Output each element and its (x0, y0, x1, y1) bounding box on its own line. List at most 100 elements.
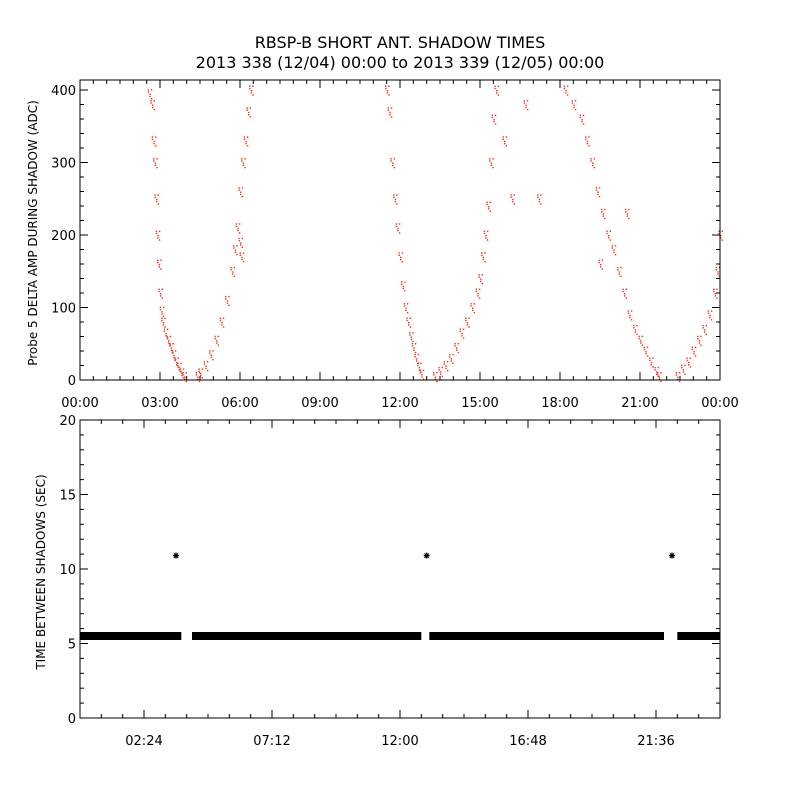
top-data-point (579, 116, 582, 119)
top-plot-frame (79, 79, 721, 381)
top-data-point (627, 310, 630, 312)
top-data-point (485, 235, 487, 237)
top-data-point (512, 200, 514, 203)
top-data-point (540, 194, 542, 196)
top-data-point (238, 237, 240, 240)
top-data-point (209, 352, 211, 354)
top-data-point (410, 338, 413, 341)
top-data-point (414, 343, 417, 345)
top-data-point (452, 353, 454, 356)
top-data-point (482, 256, 485, 259)
top-data-point (566, 94, 569, 96)
top-data-point (433, 372, 435, 374)
top-data-point (563, 87, 566, 90)
top-data-point (588, 136, 590, 138)
top-data-point (626, 213, 629, 215)
top-data-point (609, 239, 611, 241)
top-data-point (602, 215, 605, 217)
top-data-point (154, 145, 157, 147)
top-data-point (238, 223, 241, 225)
bottom-baseline-band (192, 632, 422, 640)
top-data-point (720, 235, 722, 237)
top-data-point (652, 366, 654, 368)
top-data-point (628, 217, 630, 220)
top-data-point (388, 94, 390, 96)
top-data-point (595, 187, 598, 189)
top-data-point (226, 302, 229, 304)
top-data-point (217, 335, 219, 338)
top-data-point (401, 281, 403, 283)
top-data-point (221, 324, 223, 326)
top-data-point (480, 278, 482, 280)
top-data-point (693, 351, 695, 353)
top-data-point (421, 376, 423, 378)
bottom-y-ticks: 0 5 10 15 20 (59, 414, 720, 727)
top-data-point (177, 362, 179, 364)
top-data-point (480, 280, 482, 283)
top-data-point (241, 258, 243, 261)
top-data-point (645, 351, 647, 353)
top-data-point (590, 158, 592, 160)
top-data-point (466, 322, 469, 324)
top-data-point (634, 329, 637, 331)
top-data-point (457, 343, 459, 345)
top-data-point (473, 311, 475, 314)
top-data-point (449, 356, 451, 358)
bottom-baseline-band (80, 632, 182, 640)
top-data-point (238, 240, 240, 242)
top-data-point (497, 94, 499, 96)
top-data-point (523, 100, 526, 102)
top-data-point (181, 374, 183, 377)
top-data-point (153, 108, 155, 111)
top-data-point (675, 372, 678, 374)
top-data-point (154, 196, 156, 198)
top-data-point (614, 253, 617, 256)
top-data-point (581, 119, 583, 121)
top-data-point (214, 337, 216, 340)
top-data-point (397, 229, 399, 232)
top-data-point (454, 345, 456, 347)
top-data-point (459, 330, 462, 333)
bottom-y-axis-label: TIME BETWEEN SHADOWS (SEC) (34, 474, 48, 670)
top-data-point (450, 360, 453, 362)
top-data-point (389, 111, 391, 114)
top-data-point (162, 322, 165, 324)
top-data-point (710, 310, 713, 312)
top-data-point (713, 288, 715, 290)
bottom-y-tick-label: 10 (59, 563, 76, 578)
bottom-outlier-point (669, 552, 675, 559)
top-data-point (165, 332, 167, 335)
top-data-point (640, 340, 642, 342)
top-data-point (402, 287, 405, 290)
top-data-point (171, 350, 174, 352)
top-data-point (634, 331, 637, 333)
top-data-point (184, 376, 186, 378)
top-data-point (658, 376, 661, 378)
top-data-point (205, 365, 207, 367)
top-data-point (629, 316, 631, 319)
top-data-point (250, 90, 253, 92)
bottom-y-tick-label: 0 (68, 712, 76, 727)
top-data-point (593, 166, 595, 169)
top-data-point (155, 232, 158, 235)
top-data-point (677, 378, 679, 380)
top-data-point (630, 319, 633, 321)
top-data-point (161, 311, 163, 313)
top-data-point (446, 361, 449, 363)
top-data-point (465, 317, 467, 319)
top-data-point (169, 345, 171, 347)
top-data-point (601, 208, 603, 211)
top-data-point (248, 114, 250, 116)
top-data-point (401, 252, 403, 254)
top-data-point (216, 342, 218, 344)
bottom-outlier-point (423, 552, 430, 559)
top-data-point (629, 314, 631, 317)
top-data-point (249, 87, 251, 90)
chart-subtitle: 2013 338 (12/04) 00:00 to 2013 339 (12/0… (196, 53, 605, 72)
top-data-point (472, 307, 474, 309)
top-data-point (449, 353, 451, 356)
top-data-point (684, 364, 686, 367)
top-data-point (466, 324, 469, 326)
top-data-point (492, 158, 494, 160)
top-data-point (165, 335, 167, 337)
